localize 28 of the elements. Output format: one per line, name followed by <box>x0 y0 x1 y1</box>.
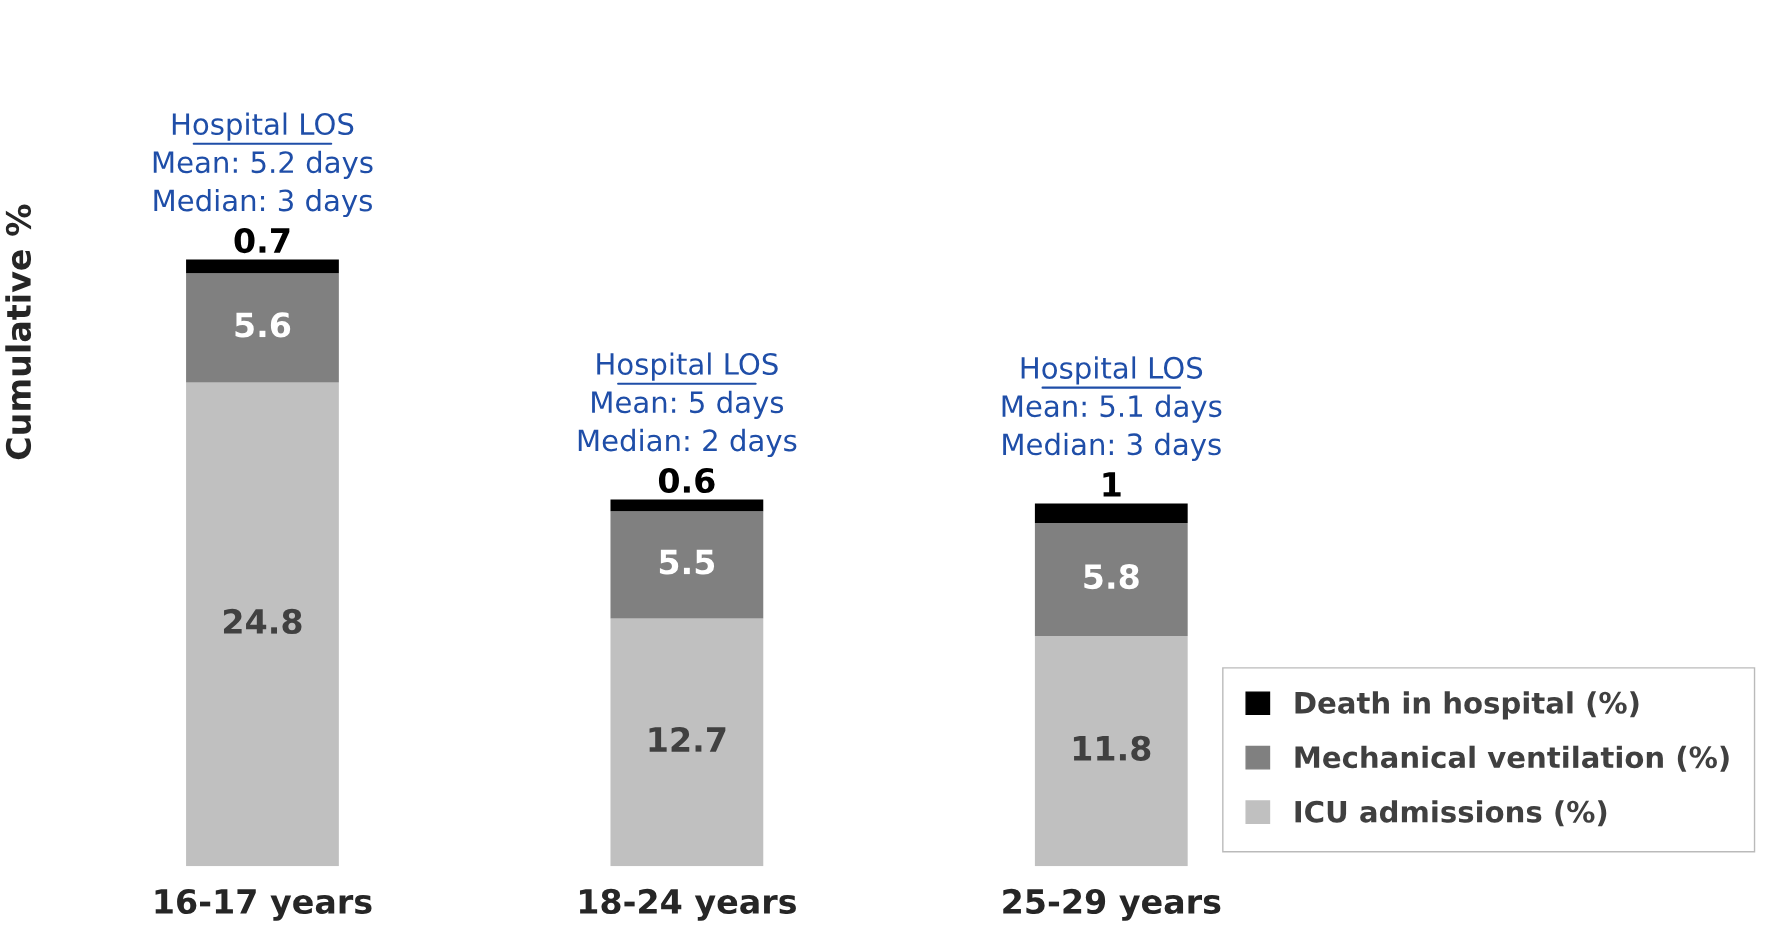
legend-label: Mechanical ventilation (%) <box>1295 745 1729 772</box>
data-label: 0.7 <box>234 227 290 254</box>
legend-label: ICU admissions (%) <box>1295 800 1607 827</box>
annotation: Hospital LOS Mean: 5.1 days Median: 3 days <box>1002 356 1222 461</box>
data-label: 0.6 <box>658 467 715 494</box>
bar <box>186 259 339 274</box>
annotation: Hospital LOS Mean: 5.2 days Median: 3 days <box>153 112 373 218</box>
x-tick-label: 16-17 years <box>155 888 372 921</box>
data-label: 12.7 <box>649 726 726 752</box>
legend-label: Death in hospital (%) <box>1295 691 1639 720</box>
bar <box>610 618 764 867</box>
data-label: 5.5 <box>659 549 715 575</box>
bar <box>1034 503 1188 523</box>
bar <box>610 499 764 512</box>
bar <box>186 273 339 383</box>
bar <box>610 511 764 619</box>
y-axis-title: Cumulative % <box>5 204 32 460</box>
bar <box>1034 636 1188 867</box>
annotation: Hospital LOS Mean: 5 days Median: 2 days <box>578 352 797 458</box>
data-label: 5.8 <box>1084 563 1139 590</box>
x-tick-label: 18-24 years <box>579 888 796 921</box>
data-label: 5.6 <box>235 312 291 338</box>
bar <box>1034 522 1188 637</box>
data-label: 11.8 <box>1073 735 1151 761</box>
bar <box>186 382 339 867</box>
x-tick-label: 25-29 years <box>1003 888 1221 921</box>
data-label: 1 <box>1103 472 1121 497</box>
data-label: 24.8 <box>223 608 302 635</box>
